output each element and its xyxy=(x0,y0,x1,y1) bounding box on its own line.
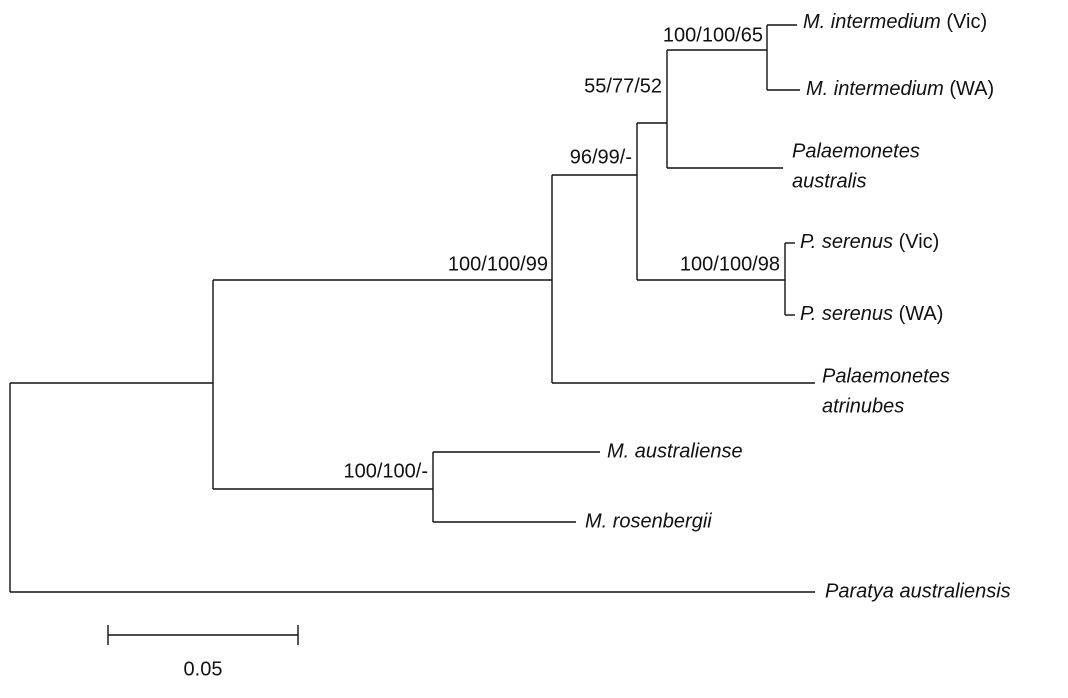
support-value: 96/99/- xyxy=(570,146,632,168)
scale-bar-label: 0.05 xyxy=(184,658,223,680)
support-value: 100/100/98 xyxy=(680,253,780,275)
taxon-locality: (Vic) xyxy=(899,231,940,253)
taxon-label: M. rosenbergii xyxy=(585,510,712,532)
taxon-name: P. serenus xyxy=(800,303,893,325)
taxon-label: P. serenus (WA) xyxy=(800,303,943,325)
taxon-name: P. serenus xyxy=(800,231,893,253)
taxon-label: M. intermedium (WA) xyxy=(806,78,994,100)
support-value: 55/77/52 xyxy=(584,75,662,97)
taxon-label: M. intermedium (Vic) xyxy=(803,11,987,33)
taxon-label: P. serenus (Vic) xyxy=(800,231,939,253)
taxon-label: M. australiense xyxy=(607,440,743,462)
taxon-label-line: australis xyxy=(792,170,866,192)
taxon-locality: (Vic) xyxy=(946,11,987,33)
taxon-label: Paratya australiensis xyxy=(825,580,1011,602)
taxon-name: M. intermedium xyxy=(806,78,944,100)
branches xyxy=(9,24,815,593)
taxon-name: M. intermedium xyxy=(803,11,941,33)
taxon-locality: (WA) xyxy=(949,78,994,100)
support-value: 100/100/- xyxy=(343,460,428,482)
support-value: 100/100/99 xyxy=(448,253,548,275)
taxon-label-line: Palaemonetes xyxy=(792,140,920,162)
taxon-label-line: Palaemonetes xyxy=(822,365,950,387)
support-value: 100/100/65 xyxy=(663,24,763,46)
scale-bar: 0.05 xyxy=(107,625,299,680)
taxon-locality: (WA) xyxy=(899,303,944,325)
taxon-label-line: atrinubes xyxy=(822,395,904,417)
support-values: 100/100/65 55/77/52 96/99/- 100/100/98 1… xyxy=(343,24,780,482)
taxon-labels: M. intermedium (Vic) M. intermedium (WA)… xyxy=(585,11,1011,602)
